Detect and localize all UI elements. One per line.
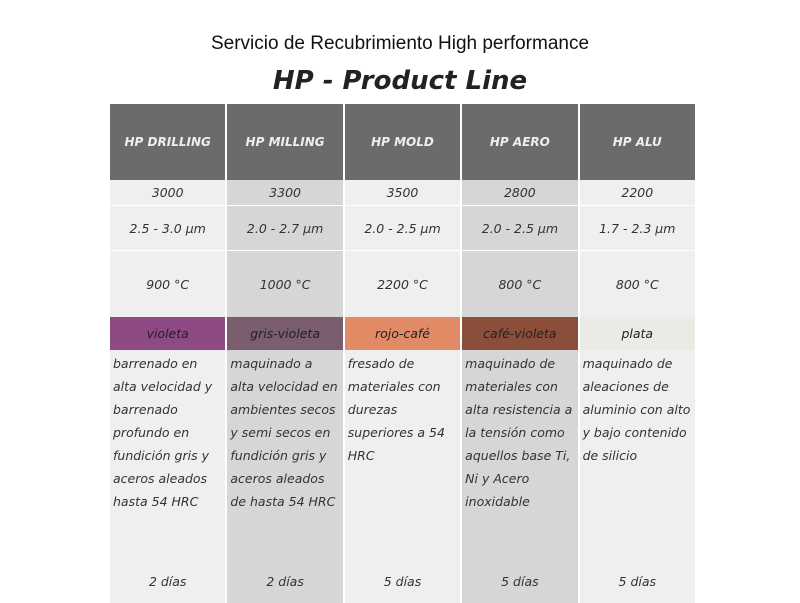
- product-header: HP MOLD: [344, 104, 461, 180]
- heading: Servicio de Recubrimiento High performan…: [210, 33, 590, 54]
- delivery-cell: 2 días: [227, 559, 343, 603]
- page-title: HP - Product Line: [272, 66, 528, 96]
- thickness-cell: 2.0 - 2.5 µm: [462, 206, 578, 251]
- value-cell: 2200: [579, 180, 695, 206]
- value-cell: 3500: [344, 180, 461, 206]
- temperature-cell: 2200 °C: [344, 251, 461, 317]
- thickness-cell: 1.7 - 2.3 µm: [579, 206, 695, 251]
- description-row: barrenado en alta velocidad y barrenado …: [110, 350, 695, 559]
- temperature-cell: 800 °C: [462, 251, 578, 317]
- temperature-cell: 900 °C: [110, 251, 226, 317]
- value-cell: 3300: [227, 180, 343, 206]
- color-name-cell: café-violeta: [462, 317, 578, 350]
- thickness-cell: 2.0 - 2.5 µm: [344, 206, 461, 251]
- header-row: HP DRILLING HP MILLING HP MOLD HP AERO HP AL…: [110, 104, 695, 180]
- delivery-cell: 5 días: [462, 559, 578, 603]
- delivery-cell: 2 días: [110, 559, 226, 603]
- description-cell: maquinado a alta velocidad en ambientes …: [227, 350, 343, 559]
- product-table: HP DRILLING HP MILLING HP MOLD HP AERO HP AL…: [108, 104, 697, 603]
- thickness-row: 2.5 - 3.0 µm 2.0 - 2.7 µm 2.0 - 2.5 µm 2.0 …: [110, 206, 695, 251]
- value-cell: 2800: [462, 180, 578, 206]
- thickness-cell: 2.5 - 3.0 µm: [110, 206, 226, 251]
- description-cell: maquinado de aleaciones de aluminio con …: [579, 350, 695, 559]
- product-header: HP MILLING: [227, 104, 343, 180]
- color-row: violeta gris-violeta rojo-café café-violeta…: [110, 317, 695, 350]
- thickness-cell: 2.0 - 2.7 µm: [227, 206, 343, 251]
- value-cell: 3000: [110, 180, 226, 206]
- description-cell: barrenado en alta velocidad y barrenado …: [110, 350, 226, 559]
- temperature-row: 900 °C 1000 °C 2200 °C 800 °C 800 °C: [110, 251, 695, 317]
- color-name-cell: gris-violeta: [227, 317, 343, 350]
- delivery-row: 2 días 2 días 5 días 5 días 5 días: [110, 559, 695, 603]
- product-header: HP DRILLING: [110, 104, 226, 180]
- value-row: 3000 3300 3500 2800 2200: [110, 180, 695, 206]
- delivery-cell: 5 días: [344, 559, 461, 603]
- temperature-cell: 1000 °C: [227, 251, 343, 317]
- color-name-cell: rojo-café: [344, 317, 461, 350]
- color-name-cell: plata: [579, 317, 695, 350]
- delivery-cell: 5 días: [579, 559, 695, 603]
- description-cell: fresado de materiales con durezas superi…: [344, 350, 461, 559]
- product-header: HP AERO: [462, 104, 578, 180]
- description-cell: maquinado de materiales con alta resiste…: [462, 350, 578, 559]
- product-header: HP ALU: [579, 104, 695, 180]
- temperature-cell: 800 °C: [579, 251, 695, 317]
- color-name-cell: violeta: [110, 317, 226, 350]
